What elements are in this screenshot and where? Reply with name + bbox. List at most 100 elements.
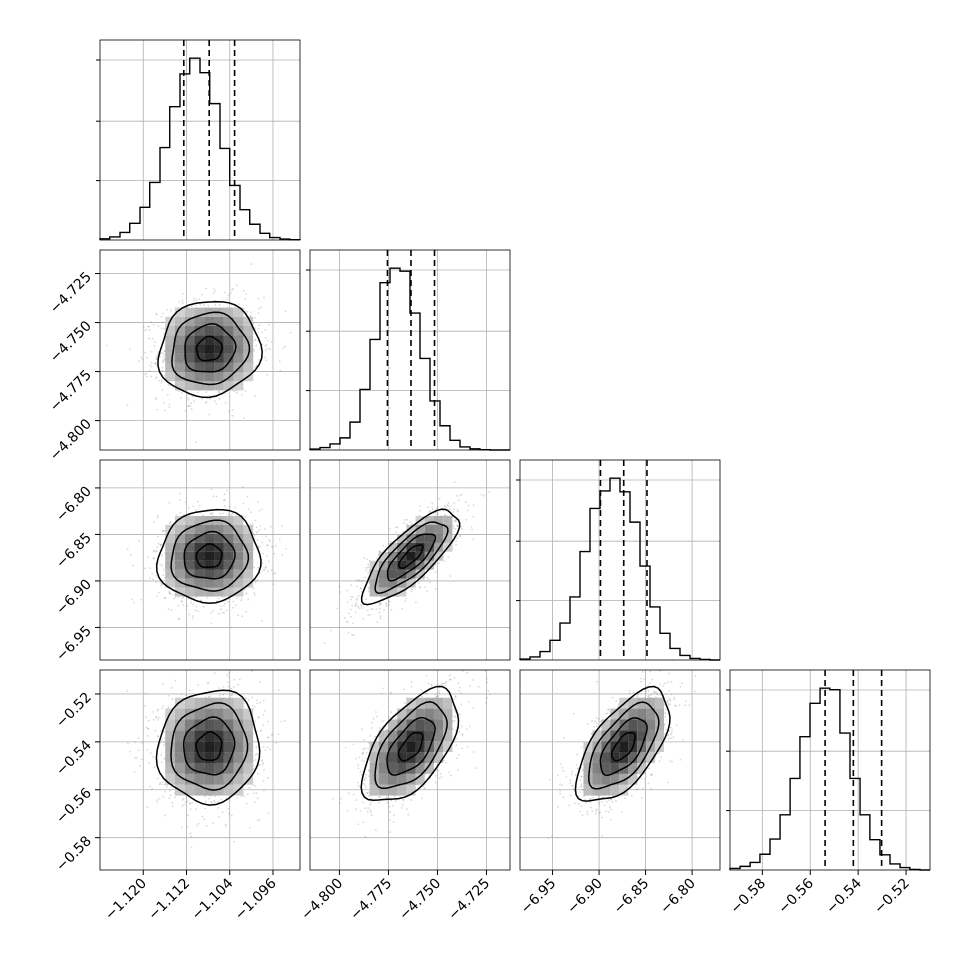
scatter-point: [268, 323, 270, 326]
scatter-point: [171, 805, 174, 808]
density-cell: [424, 542, 434, 552]
density-cell: [424, 524, 434, 534]
scatter-point: [156, 735, 159, 738]
scatter-point: [217, 391, 220, 393]
scatter-point: [229, 694, 232, 697]
scatter-point: [256, 539, 259, 541]
density-cell: [174, 335, 185, 345]
scatter-point: [178, 618, 181, 621]
scatter-point: [261, 541, 264, 544]
scatter-point: [254, 394, 256, 397]
scatter-point: [250, 263, 253, 265]
scatter-point: [159, 563, 161, 566]
scatter-point: [197, 610, 200, 613]
density-cell: [233, 353, 244, 363]
pair-panel-3-0: [99, 669, 301, 871]
density-cell: [184, 578, 195, 588]
scatter-point: [237, 614, 240, 617]
scatter-point: [411, 522, 413, 525]
density-cell: [424, 560, 434, 570]
scatter-point: [248, 826, 251, 829]
scatter-point: [161, 707, 164, 710]
density-cell: [223, 362, 234, 373]
histogram-1: [309, 267, 510, 451]
scatter-point: [145, 328, 148, 331]
scatter-point: [450, 505, 452, 508]
scatter-point: [270, 569, 273, 572]
scatter-point: [204, 807, 206, 810]
scatter-point: [240, 598, 243, 600]
scatter-point: [267, 736, 270, 739]
density-cell: [223, 316, 234, 327]
scatter-point: [210, 611, 213, 614]
scatter-point: [253, 366, 256, 369]
scatter-point: [195, 596, 198, 598]
scatter-point: [464, 501, 467, 504]
density-cell: [194, 542, 205, 552]
scatter-point: [187, 597, 190, 600]
scatter-point: [140, 356, 143, 359]
scatter-point: [152, 578, 154, 581]
scatter-point: [254, 519, 257, 522]
scatter-point: [247, 508, 250, 511]
scatter-point: [149, 567, 151, 569]
scatter-point: [261, 562, 264, 565]
scatter-point: [396, 526, 399, 529]
scatter-point: [182, 604, 185, 606]
density-cell: [194, 307, 205, 317]
scatter-point: [167, 694, 170, 697]
scatter-point: [367, 586, 370, 589]
scatter-point: [148, 369, 151, 372]
scatter-point: [157, 514, 159, 517]
scatter-point: [360, 605, 363, 607]
scatter-point: [215, 495, 218, 498]
density-cell: [165, 344, 175, 354]
density-cell: [233, 542, 244, 552]
density-cell: [204, 542, 215, 552]
density-cell: [204, 372, 215, 382]
density-cell: [415, 542, 425, 552]
scatter-point: [266, 544, 269, 547]
density-cell: [174, 316, 185, 327]
scatter-point: [363, 557, 366, 559]
scatter-point: [346, 601, 349, 603]
scatter-point: [132, 564, 134, 567]
density-cell: [174, 381, 185, 391]
density-cell: [204, 353, 215, 363]
scatter-point: [254, 801, 256, 803]
scatter-point: [156, 709, 159, 712]
scatter-point: [162, 312, 164, 315]
scatter-point: [163, 409, 166, 412]
density-cell: [194, 316, 205, 327]
scatter-point: [227, 514, 230, 516]
scatter-point: [205, 391, 208, 394]
scatter-point: [210, 622, 213, 625]
hist-frame-1: [309, 249, 511, 451]
density-cell: [243, 344, 254, 354]
scatter-point: [244, 516, 247, 518]
scatter-point: [458, 494, 461, 497]
scatter-point: [418, 509, 421, 512]
scatter-point: [202, 304, 205, 307]
scatter-point: [161, 554, 163, 557]
scatter-point: [228, 506, 231, 508]
scatter-point: [378, 607, 381, 610]
density-cell: [165, 542, 175, 552]
scatter-point: [156, 546, 159, 549]
scatter-point: [453, 481, 456, 483]
scatter-point: [251, 522, 254, 525]
scatter-point: [168, 522, 171, 525]
scatter-point: [231, 414, 234, 417]
scatter-point: [234, 604, 237, 607]
scatter-point: [138, 360, 140, 363]
scatter-point: [155, 357, 158, 359]
scatter-point: [224, 823, 227, 826]
scatter-point: [146, 357, 149, 359]
scatter-point: [192, 603, 195, 606]
scatter-point: [223, 611, 226, 614]
density-cell: [174, 560, 185, 570]
scatter-point: [146, 375, 148, 378]
scatter-point: [472, 538, 475, 541]
scatter-point: [187, 405, 190, 407]
scatter-point: [163, 814, 166, 817]
